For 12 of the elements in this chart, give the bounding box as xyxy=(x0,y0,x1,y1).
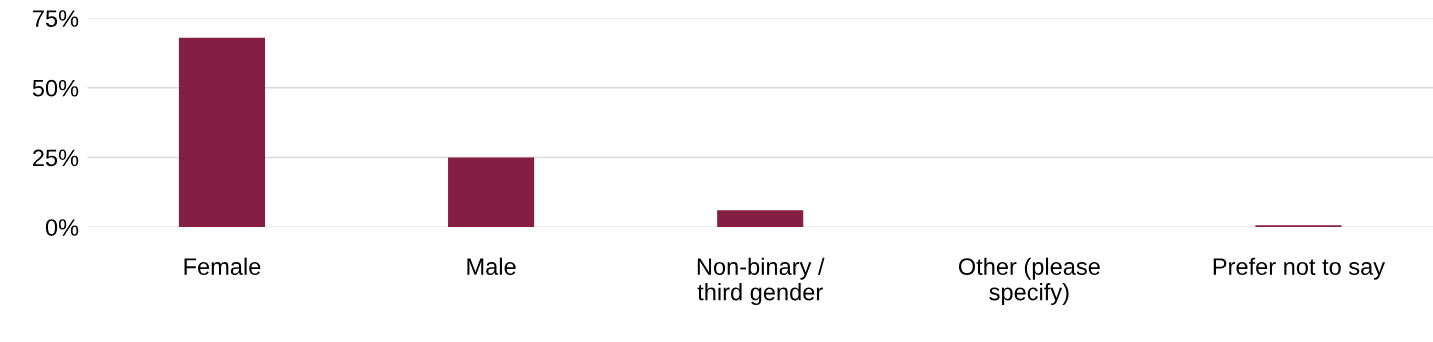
x-tick-label: Female xyxy=(184,257,261,275)
y-tick-label: 50% xyxy=(32,79,79,97)
bar xyxy=(178,37,266,228)
x-tick-label: Other (please specify) xyxy=(958,257,1100,306)
y-tick-label: 25% xyxy=(33,149,79,167)
x-tick-label: Male xyxy=(467,257,516,275)
bar xyxy=(717,210,804,228)
x-tick-label: Prefer not to say xyxy=(1213,257,1386,280)
y-tick-label: 0% xyxy=(45,219,79,236)
y-tick-label: 75% xyxy=(33,10,79,27)
x-tick-label: Non-binary / third gender xyxy=(697,257,825,306)
bar xyxy=(448,157,535,228)
